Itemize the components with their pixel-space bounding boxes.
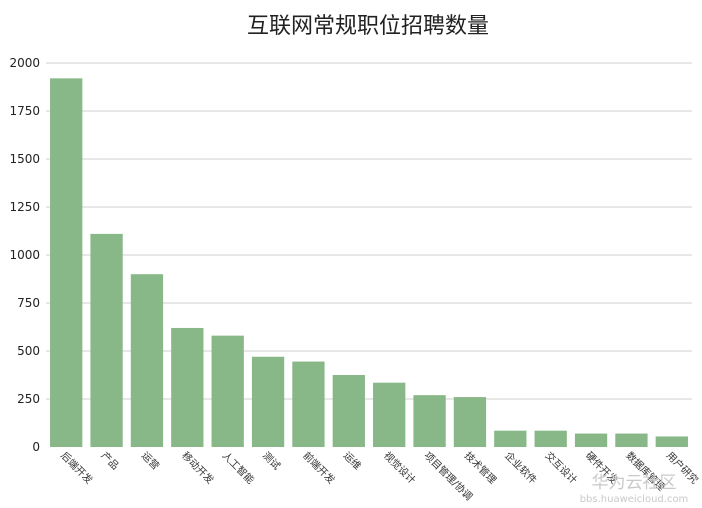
x-tick-label: 后端开发 bbox=[58, 449, 95, 486]
x-tick-label: 交互设计 bbox=[543, 449, 580, 486]
y-tick-label: 750 bbox=[17, 296, 40, 310]
y-tick-label: 1750 bbox=[9, 104, 40, 118]
bar bbox=[251, 356, 285, 447]
bar bbox=[413, 395, 446, 447]
bar bbox=[90, 233, 123, 447]
bar bbox=[574, 433, 608, 447]
y-tick-label: 1500 bbox=[9, 152, 40, 166]
x-tick-label: 运营 bbox=[139, 449, 162, 472]
bar bbox=[615, 433, 648, 447]
y-tick-label: 2000 bbox=[9, 56, 40, 70]
bar bbox=[453, 397, 487, 447]
bars bbox=[50, 78, 688, 448]
bar bbox=[292, 361, 325, 447]
bar bbox=[171, 327, 204, 447]
x-tick-label: 技术管理 bbox=[462, 449, 499, 486]
bar bbox=[50, 78, 83, 448]
x-tick-label: 移动开发 bbox=[179, 449, 216, 486]
x-tick-label: 视觉设计 bbox=[381, 449, 418, 486]
bar bbox=[373, 382, 406, 447]
y-tick-label: 1000 bbox=[9, 248, 40, 262]
x-tick-label: 人工智能 bbox=[220, 449, 257, 486]
x-tick-label: 运维 bbox=[341, 449, 364, 472]
bar bbox=[655, 436, 688, 447]
x-tick-label: 测试 bbox=[260, 449, 283, 472]
bar bbox=[211, 335, 244, 447]
x-tick-label: 产品 bbox=[98, 449, 121, 472]
y-tick-label: 250 bbox=[17, 392, 40, 406]
watermark: 华为云社区 bbs.huaweicloud.com bbox=[580, 473, 689, 505]
watermark-title: 华为云社区 bbox=[592, 473, 677, 493]
x-tick-label: 前端开发 bbox=[300, 449, 337, 486]
y-tick-label: 0 bbox=[32, 440, 40, 454]
bar bbox=[494, 430, 527, 447]
y-tick-label: 1250 bbox=[9, 200, 40, 214]
y-tick-label: 500 bbox=[17, 344, 40, 358]
y-axis-ticks: 0 250 500 750 1000 1250 1500 1750 2000 bbox=[9, 56, 40, 454]
bar bbox=[534, 430, 567, 447]
watermark-url: bbs.huaweicloud.com bbox=[580, 494, 689, 505]
bar bbox=[332, 375, 365, 447]
bar bbox=[130, 274, 164, 447]
x-tick-label: 企业软件 bbox=[502, 449, 539, 486]
chart-title: 互联网常规职位招聘数量 bbox=[247, 14, 489, 39]
